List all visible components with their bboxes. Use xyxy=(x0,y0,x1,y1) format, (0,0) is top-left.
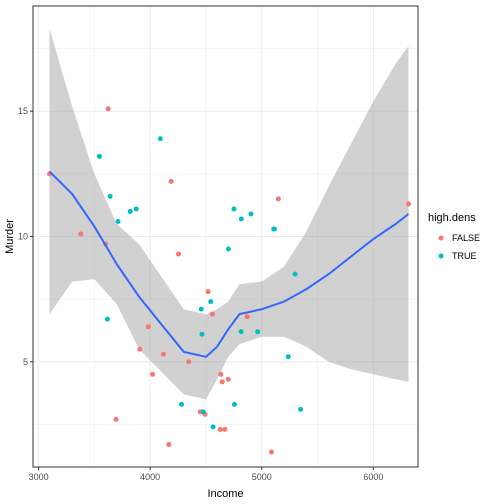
point-true xyxy=(271,226,277,232)
point-true xyxy=(127,208,133,214)
point-false xyxy=(219,379,225,385)
data-points xyxy=(47,106,412,455)
point-true xyxy=(107,193,113,199)
point-true xyxy=(179,401,185,407)
point-false xyxy=(113,416,119,422)
point-true xyxy=(248,211,254,217)
point-false xyxy=(406,201,412,207)
point-false xyxy=(275,196,281,202)
grid-major xyxy=(33,6,418,467)
legend-label-false: FALSE xyxy=(452,233,480,243)
point-false xyxy=(205,289,211,295)
point-false xyxy=(150,371,156,377)
point-false xyxy=(145,324,151,330)
point-false xyxy=(176,251,182,257)
point-true xyxy=(96,153,102,159)
legend-title: high.dens xyxy=(428,212,476,224)
x-axis-title: Income xyxy=(207,488,243,500)
legend-key-true xyxy=(438,253,444,259)
point-true xyxy=(133,206,139,212)
legend: high.dens FALSE TRUE xyxy=(428,212,480,261)
point-true xyxy=(104,316,110,322)
point-true xyxy=(231,401,237,407)
x-tick-label: 4000 xyxy=(140,472,160,482)
x-tick-label: 6000 xyxy=(363,472,383,482)
point-true xyxy=(198,306,204,312)
legend-label-true: TRUE xyxy=(452,251,477,261)
point-false xyxy=(244,314,250,320)
point-false xyxy=(218,371,224,377)
point-true xyxy=(210,424,216,430)
x-tick-label: 5000 xyxy=(252,472,272,482)
confidence-band xyxy=(49,28,409,400)
point-true xyxy=(208,299,214,305)
point-false xyxy=(78,231,84,237)
point-true xyxy=(292,271,298,277)
x-axis-ticks: 3000 4000 5000 6000 xyxy=(29,467,383,482)
y-tick-label: 5 xyxy=(23,357,28,367)
point-true xyxy=(231,206,237,212)
point-false xyxy=(217,426,223,432)
y-axis-ticks: 5 10 15 xyxy=(18,106,33,367)
point-false xyxy=(209,311,215,317)
point-true xyxy=(255,329,261,335)
smooth-line xyxy=(48,170,410,358)
point-false xyxy=(105,106,111,112)
point-true xyxy=(115,218,121,224)
y-tick-label: 15 xyxy=(18,106,28,116)
point-false xyxy=(186,359,192,365)
point-false xyxy=(160,351,166,357)
point-true xyxy=(199,331,205,337)
y-tick-label: 10 xyxy=(18,232,28,242)
point-false xyxy=(225,376,231,382)
y-axis-title: Murder xyxy=(4,219,16,254)
point-false xyxy=(268,449,274,455)
point-true xyxy=(225,246,231,252)
point-false xyxy=(222,426,228,432)
point-false xyxy=(166,441,172,447)
point-false xyxy=(168,178,174,184)
point-true xyxy=(298,406,304,412)
point-true xyxy=(285,354,291,360)
point-true xyxy=(238,216,244,222)
x-tick-label: 3000 xyxy=(29,472,49,482)
point-true xyxy=(157,136,163,142)
legend-key-false xyxy=(438,235,444,241)
point-true xyxy=(238,329,244,335)
point-true xyxy=(200,409,206,415)
point-false xyxy=(137,346,143,352)
